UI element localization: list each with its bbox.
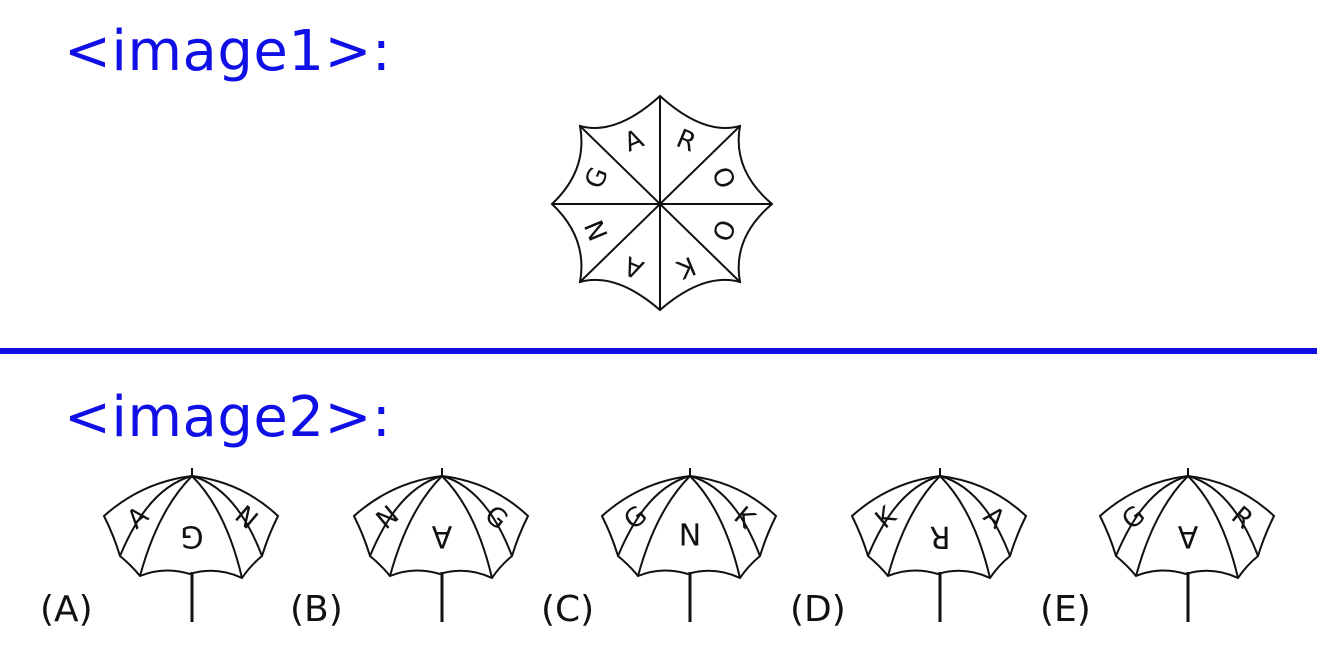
umbrella-rib — [867, 475, 941, 557]
umbrella-sector-letter: A — [620, 124, 648, 159]
option-label-b: (B) — [290, 589, 343, 630]
umbrella-sector-letter: O — [705, 215, 741, 245]
umbrella-option-a — [102, 468, 280, 622]
umbrella-canopy-outline — [352, 474, 530, 580]
umbrella-rib — [579, 125, 741, 283]
umbrella-rib — [139, 475, 193, 577]
umbrella-rib — [389, 475, 443, 577]
umbrella-sector-letter: O — [705, 163, 741, 193]
umbrella-top-view — [550, 94, 774, 312]
divider — [0, 348, 1317, 354]
umbrella-option-letter: G — [180, 519, 203, 554]
heading-image1: <image1>: — [64, 19, 392, 84]
umbrella-option-b — [352, 468, 530, 622]
umbrella-rib — [191, 475, 243, 579]
option-label-a: (A) — [40, 589, 93, 630]
umbrella-rib — [441, 475, 493, 579]
umbrella-rib — [1115, 475, 1189, 557]
heading-image2: <image2>: — [64, 385, 392, 450]
umbrella-option-letter: A — [431, 519, 452, 554]
umbrella-rib — [617, 475, 691, 557]
umbrella-option-c — [600, 468, 778, 622]
umbrella-canopy-outline — [1098, 474, 1276, 580]
umbrella-canopy-outline — [102, 474, 280, 580]
umbrella-rib — [191, 475, 263, 557]
umbrella-sector-letter: K — [672, 250, 700, 285]
umbrella-rib — [1187, 475, 1239, 579]
umbrella-rib — [119, 475, 193, 557]
option-label-e: (E) — [1040, 589, 1091, 630]
umbrella-sector-letter: G — [579, 163, 614, 193]
umbrella-sector-letter: N — [580, 215, 615, 244]
umbrella-rib — [369, 475, 443, 557]
umbrella-rib — [689, 475, 761, 557]
umbrella-canopy-outline — [600, 474, 778, 580]
umbrella-rib — [1135, 475, 1189, 577]
umbrella-rib — [637, 475, 691, 577]
umbrella-rib — [441, 475, 513, 557]
umbrella-rib — [939, 475, 991, 579]
umbrella-option-letter: N — [679, 519, 701, 554]
umbrella-rib — [939, 475, 1011, 557]
umbrella-rib — [689, 475, 741, 579]
umbrella-rib — [887, 475, 941, 577]
umbrella-sector-letter: A — [620, 249, 648, 284]
umbrella-option-letter: A — [1177, 519, 1198, 554]
option-label-d: (D) — [790, 589, 846, 630]
umbrella-option-d — [850, 468, 1028, 622]
umbrella-rib — [1187, 475, 1259, 557]
umbrella-sector-letter: R — [672, 124, 700, 159]
umbrella-option-e — [1098, 468, 1276, 622]
option-label-c: (C) — [541, 589, 595, 630]
umbrella-option-letter: R — [930, 519, 951, 554]
umbrella-canopy-outline — [850, 474, 1028, 580]
